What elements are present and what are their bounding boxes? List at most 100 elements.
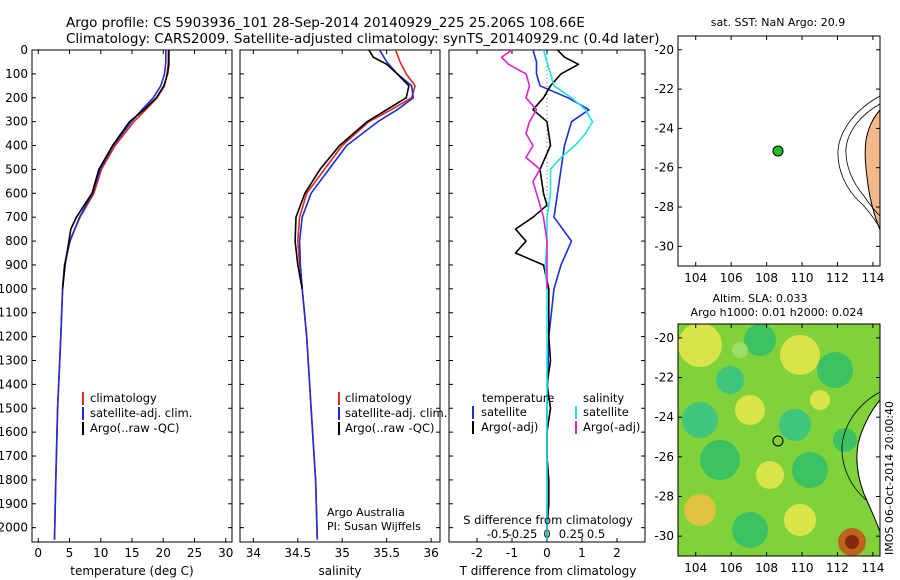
sla-anomaly-blob <box>716 366 744 394</box>
sla-anomaly-blob <box>833 428 857 452</box>
sla-anomaly-blob <box>792 452 828 488</box>
sla-anomaly-blob <box>817 352 853 388</box>
depth-tick-label: 500 <box>5 162 28 176</box>
sla-anomaly-blob <box>779 409 811 441</box>
x-tick-label: 34 <box>246 546 261 560</box>
lat-tick-label: -20 <box>654 43 674 57</box>
depth-tick-label: 1600 <box>0 425 28 439</box>
sla-anomaly-blob <box>735 395 765 425</box>
s-diff-tick-label: -0.5 <box>487 527 509 541</box>
depth-tick-label: 300 <box>5 115 28 129</box>
sla-anomaly-blob <box>845 535 859 549</box>
legend-s-argo: Argo(-adj) <box>583 420 640 434</box>
x-tick-label: 5 <box>66 546 74 560</box>
sla-anomaly-blob <box>756 461 784 489</box>
lat-tick-label: -24 <box>654 410 674 424</box>
imos-credit: IMOS 06-Oct-2014 20:00:40 <box>883 401 896 555</box>
lat-tick-label: -26 <box>654 161 674 175</box>
salinity-panel: 34 34.5 35 35.5 36 salinity climatology sate… <box>239 49 447 578</box>
lat-tick-label: -22 <box>654 371 674 385</box>
sla-map-title-2: Argo h1000: 0.01 h2000: 0.024 <box>691 306 864 319</box>
x-tick-label: 30 <box>218 546 233 560</box>
lon-tick-label: 108 <box>755 271 778 285</box>
difference-legend: temperature salinity satellite Argo(-adj… <box>472 391 640 434</box>
salinity-lines <box>294 49 416 540</box>
depth-tick-label: 1800 <box>0 473 28 487</box>
isobath <box>837 95 881 229</box>
lon-tick-label: 104 <box>684 271 707 285</box>
s-difference-label: S difference from climatology <box>463 513 633 527</box>
isobath <box>845 103 881 217</box>
x-tick-label: 20 <box>156 546 171 560</box>
legend-salinity-title: salinity <box>583 391 624 405</box>
coastline-land <box>856 399 880 533</box>
t-difference-xlabel: T difference from climatology <box>459 564 637 578</box>
sla-anomaly-blob <box>700 440 740 480</box>
series-line-satellite <box>532 49 590 540</box>
lon-tick-label: 112 <box>826 271 849 285</box>
sla-anomaly-blob <box>678 324 722 367</box>
legend-argo: Argo(..raw -QC) <box>90 421 180 435</box>
argo-float-marker <box>772 435 784 447</box>
x-tick-label: 36 <box>423 546 438 560</box>
sla-field <box>678 324 880 556</box>
series-line-satellite-adj-clim- <box>298 49 415 540</box>
s-diff-tick-label: 0.5 <box>587 527 605 541</box>
salinity-ticks: 34 34.5 35 35.5 36 <box>240 49 440 560</box>
legend-satellite-adj: satellite-adj. clim. <box>345 406 447 420</box>
x-tick-label: 0 <box>543 546 551 560</box>
temperature-panel: 0 5 10 15 20 25 30 temperature (deg C) climato… <box>31 49 233 578</box>
difference-panel: -2 -1 0 1 2-0.5-0.25 0 0.25 0.5 S difference fr… <box>448 49 646 578</box>
series-line-argo-raw-qc- <box>61 50 170 289</box>
series-line-satellite <box>542 49 594 540</box>
x-tick-label: -1 <box>506 546 518 560</box>
sst-map-title: sat. SST: NaN Argo: 20.9 <box>711 16 845 29</box>
lon-tick-label: 114 <box>861 561 884 575</box>
legend-climatology: climatology <box>345 391 412 405</box>
legend-s-satellite: satellite <box>583 405 629 419</box>
depth-tick-label: 600 <box>5 186 28 200</box>
s-diff-tick-label: -0.25 <box>508 527 538 541</box>
lon-tick-label: 110 <box>791 271 814 285</box>
sla-anomaly-blob <box>810 390 830 410</box>
lon-tick-label: 106 <box>720 271 743 285</box>
depth-tick-label: 200 <box>5 91 28 105</box>
depth-tick-label: 1100 <box>0 306 28 320</box>
sla-anomaly-blob <box>684 494 716 526</box>
coastline-land <box>864 108 881 231</box>
depth-tick-label: 900 <box>5 258 28 272</box>
depth-tick-label: 1400 <box>0 377 28 391</box>
lat-tick-label: -30 <box>654 529 674 543</box>
series-line-argo-adj- <box>500 49 548 289</box>
sla-map: Altim. SLA: 0.033 Argo h1000: 0.01 h2000… <box>654 292 896 575</box>
depth-tick-label: 2000 <box>0 521 28 535</box>
x-tick-label: 10 <box>93 546 108 560</box>
x-tick-label: 35 <box>335 546 350 560</box>
title-line-1: Argo profile: CS 5903936_101 28-Sep-2014… <box>66 15 585 31</box>
lat-tick-label: -24 <box>654 121 674 135</box>
lat-tick-label: -26 <box>654 450 674 464</box>
argo-float-marker <box>772 145 784 157</box>
lon-tick-label: 108 <box>755 561 778 575</box>
temperature-lines <box>53 50 170 540</box>
legend-argo: Argo(..raw -QC) <box>345 421 435 435</box>
salinity-legend: climatology satellite-adj. clim. Argo(..… <box>338 391 447 435</box>
note-pi: PI: Susan Wijffels <box>327 520 421 533</box>
depth-tick-label: 1900 <box>0 497 28 511</box>
temperature-axes-box <box>31 49 233 543</box>
lon-tick-label: 110 <box>791 561 814 575</box>
legend-satellite-adj: satellite-adj. clim. <box>90 406 192 420</box>
sla-anomaly-blob <box>780 335 820 375</box>
lat-tick-label: -20 <box>654 331 674 345</box>
x-tick-label: -2 <box>471 546 483 560</box>
sla-anomaly-blob <box>744 324 776 356</box>
depth-tick-label: 1200 <box>0 330 28 344</box>
depth-tick-label: 0 <box>20 43 28 57</box>
legend-t-satellite: satellite <box>481 405 527 419</box>
lon-tick-label: 114 <box>861 271 884 285</box>
sla-anomaly-blob <box>784 504 816 536</box>
lon-tick-label: 112 <box>826 561 849 575</box>
x-tick-label: 34.5 <box>284 546 311 560</box>
s-diff-tick-label: 0.25 <box>559 527 585 541</box>
x-tick-label: 1 <box>578 546 586 560</box>
